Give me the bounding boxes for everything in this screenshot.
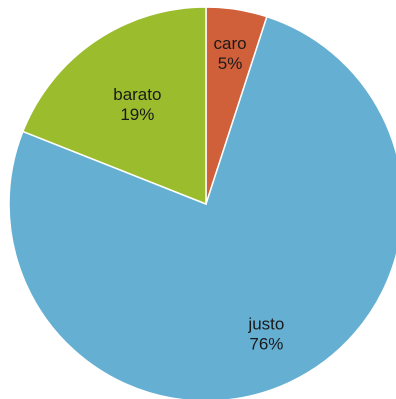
slice-name-label-caro: caro (213, 34, 246, 53)
slice-percent-label-justo: 76% (249, 334, 283, 353)
slice-name-label-barato: barato (113, 85, 161, 104)
slice-name-label-justo: justo (247, 314, 284, 333)
slice-percent-label-barato: 19% (120, 105, 154, 124)
pie-slice-barato (21, 6, 207, 206)
slice-percent-label-caro: 5% (218, 54, 243, 73)
pie-slice-justo (8, 15, 396, 399)
